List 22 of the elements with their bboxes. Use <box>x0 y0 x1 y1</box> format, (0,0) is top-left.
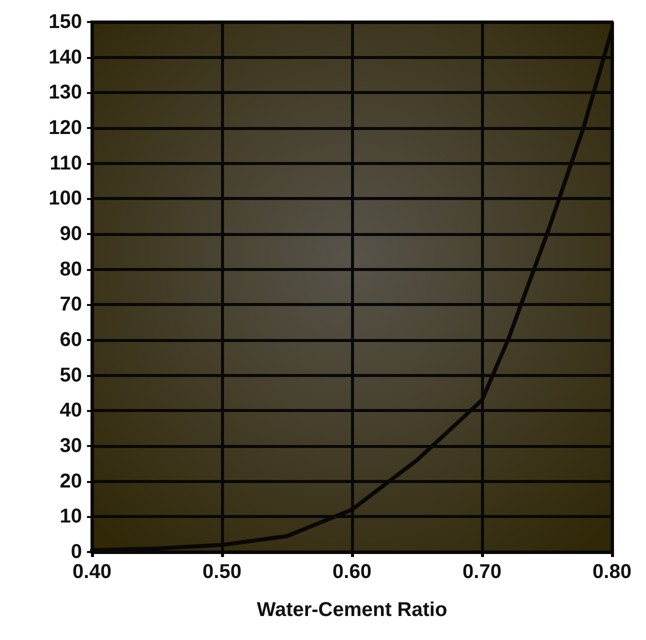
y-tick-label: 110 <box>50 152 82 174</box>
x-tick-label: 0.80 <box>592 561 632 583</box>
y-tick-label: 80 <box>60 258 82 280</box>
y-tick-label: 10 <box>60 506 82 528</box>
x-axis-title: Water-Cement Ratio <box>256 599 448 621</box>
y-tick-label: 60 <box>60 329 82 351</box>
y-tick-label: 140 <box>48 46 82 68</box>
y-tick-label: 40 <box>60 400 82 422</box>
x-tick-label: 0.70 <box>462 561 502 583</box>
x-tick-label: 0.40 <box>72 561 112 583</box>
y-tick-label: 30 <box>60 435 82 457</box>
y-tick-label: 120 <box>48 117 82 139</box>
y-tick-label: 90 <box>60 223 82 245</box>
y-tick-label: 70 <box>60 294 82 316</box>
y-tick-label: 20 <box>60 470 82 492</box>
y-tick-label: 130 <box>48 82 82 104</box>
y-tick-label: 100 <box>48 188 82 210</box>
x-tick-label: 0.50 <box>202 561 242 583</box>
y-tick-label: 150 <box>48 11 82 33</box>
x-tick-label: 0.60 <box>332 561 372 583</box>
y-tick-label: 50 <box>60 364 82 386</box>
y-tick-label: 0 <box>70 541 82 563</box>
